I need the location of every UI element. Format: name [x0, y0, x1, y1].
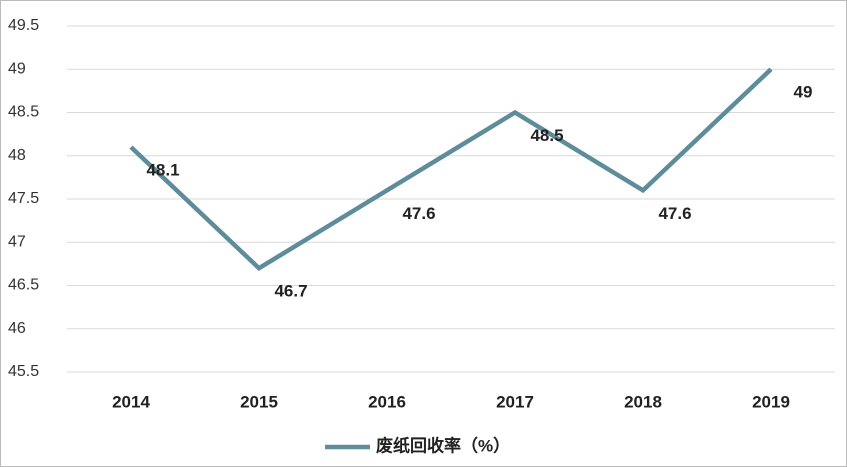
y-tick-label: 45.5 [8, 363, 39, 380]
y-tick-label: 47 [8, 233, 26, 250]
data-label: 47.6 [658, 204, 691, 223]
data-label: 48.1 [146, 161, 179, 180]
x-tick-label: 2016 [368, 392, 406, 411]
y-tick-label: 46.5 [8, 277, 39, 294]
y-tick-label: 47.5 [8, 190, 39, 207]
y-tick-label: 49 [8, 60, 26, 77]
x-tick-label: 2018 [624, 392, 662, 411]
y-tick-label: 48.5 [8, 104, 39, 121]
y-tick-label: 49.5 [8, 17, 39, 34]
x-tick-label: 2017 [496, 392, 534, 411]
x-tick-label: 2015 [240, 392, 278, 411]
y-tick-label: 46 [8, 320, 26, 337]
x-tick-label: 2014 [112, 392, 150, 411]
data-label: 46.7 [274, 282, 307, 301]
legend-label: 废纸回收率（%） [376, 435, 510, 455]
data-label: 48.5 [530, 126, 563, 145]
y-tick-label: 48 [8, 147, 26, 164]
data-line [129, 67, 773, 272]
data-label: 47.6 [402, 204, 435, 223]
data-label: 49 [794, 83, 813, 102]
x-tick-label: 2019 [752, 392, 790, 411]
